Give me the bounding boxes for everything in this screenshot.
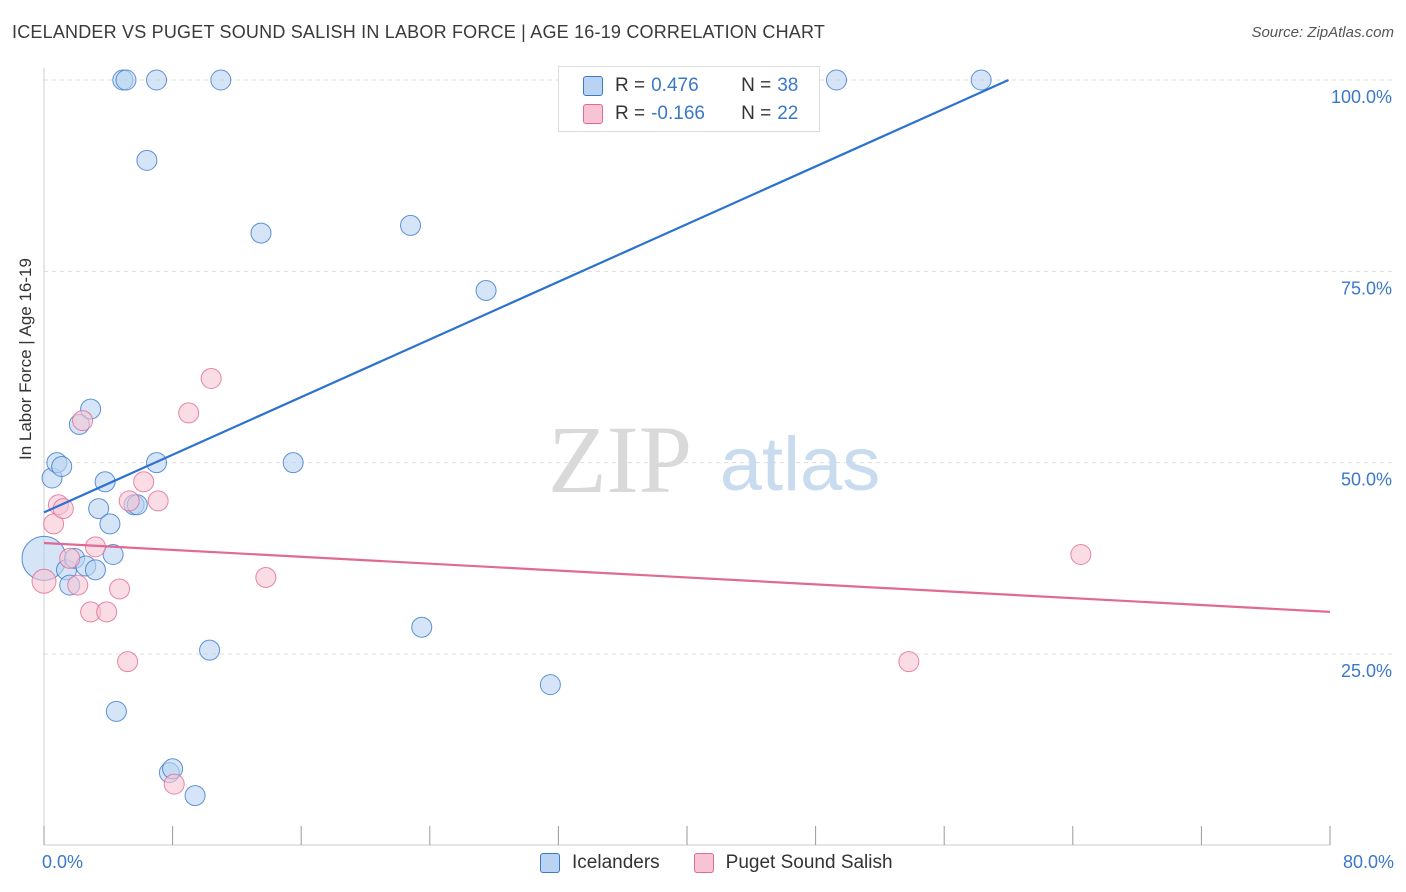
point-salish	[147, 490, 169, 512]
legend-r-value: 0.476	[651, 75, 699, 96]
legend-n-value: 38	[777, 75, 799, 96]
axes	[43, 68, 1331, 846]
point-salish	[163, 773, 185, 795]
legend-n-label: N =	[741, 103, 772, 124]
point-salish	[72, 410, 94, 432]
point-salish	[118, 490, 140, 512]
point-icelanders	[102, 544, 124, 566]
y-tick-label: 50.0%	[1341, 470, 1392, 490]
point-icelanders	[99, 513, 121, 535]
point-icelanders	[146, 69, 168, 91]
point-salish	[67, 574, 89, 596]
point-icelanders	[184, 785, 206, 807]
legend-n-value: 22	[777, 103, 799, 124]
point-icelanders	[539, 674, 561, 696]
source-label: Source: ZipAtlas.com	[1251, 24, 1394, 41]
correlation-legend: R = 0.476 N = 38 R = -0.166 N = 22	[558, 66, 820, 132]
point-icelanders	[970, 69, 992, 91]
series-legend-swatch-pink	[693, 853, 714, 873]
trend-line-icelanders	[43, 78, 1009, 514]
legend-row-salish: R = -0.166 N = 22	[583, 101, 798, 127]
point-icelanders	[400, 214, 422, 236]
y-tick-labels: 100.0% 75.0% 50.0% 25.0%	[1331, 87, 1392, 681]
point-salish	[31, 568, 57, 594]
series-legend-swatch-blue	[540, 853, 560, 873]
legend-swatch-blue	[583, 76, 603, 96]
chart-title: ICELANDER VS PUGET SOUND SALISH IN LABOR…	[12, 22, 826, 42]
y-tick-label: 100.0%	[1331, 87, 1392, 107]
point-salish	[117, 651, 139, 673]
y-tick-label: 25.0%	[1341, 661, 1392, 681]
series-legend-icelanders: Icelanders	[572, 852, 660, 873]
point-icelanders	[88, 498, 110, 520]
point-salish	[1070, 544, 1092, 566]
x-tick-label-min: 0.0%	[42, 852, 84, 872]
x-tick-label-max: 80.0%	[1342, 852, 1394, 872]
point-icelanders	[282, 452, 304, 474]
point-salish	[59, 547, 81, 569]
y-tick-label: 75.0%	[1341, 278, 1392, 298]
grid-lines	[44, 79, 1392, 655]
point-salish	[898, 651, 920, 673]
legend-n-label: N =	[741, 75, 772, 96]
point-icelanders	[411, 616, 433, 638]
point-icelanders	[84, 559, 106, 581]
trend-line-salish	[43, 541, 1331, 614]
point-icelanders	[210, 69, 232, 91]
point-icelanders	[250, 222, 272, 244]
legend-swatch-pink	[583, 104, 603, 124]
watermark-atlas: atlas	[720, 422, 881, 507]
legend-row-icelanders: R = 0.476 N = 38	[583, 73, 798, 99]
point-icelanders	[825, 69, 847, 91]
point-salish	[96, 601, 118, 623]
legend-r-label: R =	[615, 75, 646, 96]
watermark-zip: ZIP	[548, 406, 692, 513]
legend-r-label: R =	[615, 103, 646, 124]
point-salish	[109, 578, 131, 600]
series-legend-salish: Puget Sound Salish	[725, 852, 893, 873]
point-icelanders	[136, 149, 158, 171]
point-salish	[133, 471, 155, 493]
series-legend: Icelanders Puget Sound Salish	[540, 852, 893, 874]
point-icelanders	[115, 69, 137, 91]
point-icelanders	[51, 455, 73, 477]
point-salish	[200, 367, 222, 389]
point-salish	[255, 566, 277, 588]
trend-lines	[43, 78, 1331, 614]
point-salish	[178, 402, 200, 424]
point-icelanders	[475, 279, 497, 301]
point-icelanders	[105, 700, 127, 722]
point-icelanders	[199, 639, 221, 661]
legend-r-value: -0.166	[651, 103, 705, 124]
